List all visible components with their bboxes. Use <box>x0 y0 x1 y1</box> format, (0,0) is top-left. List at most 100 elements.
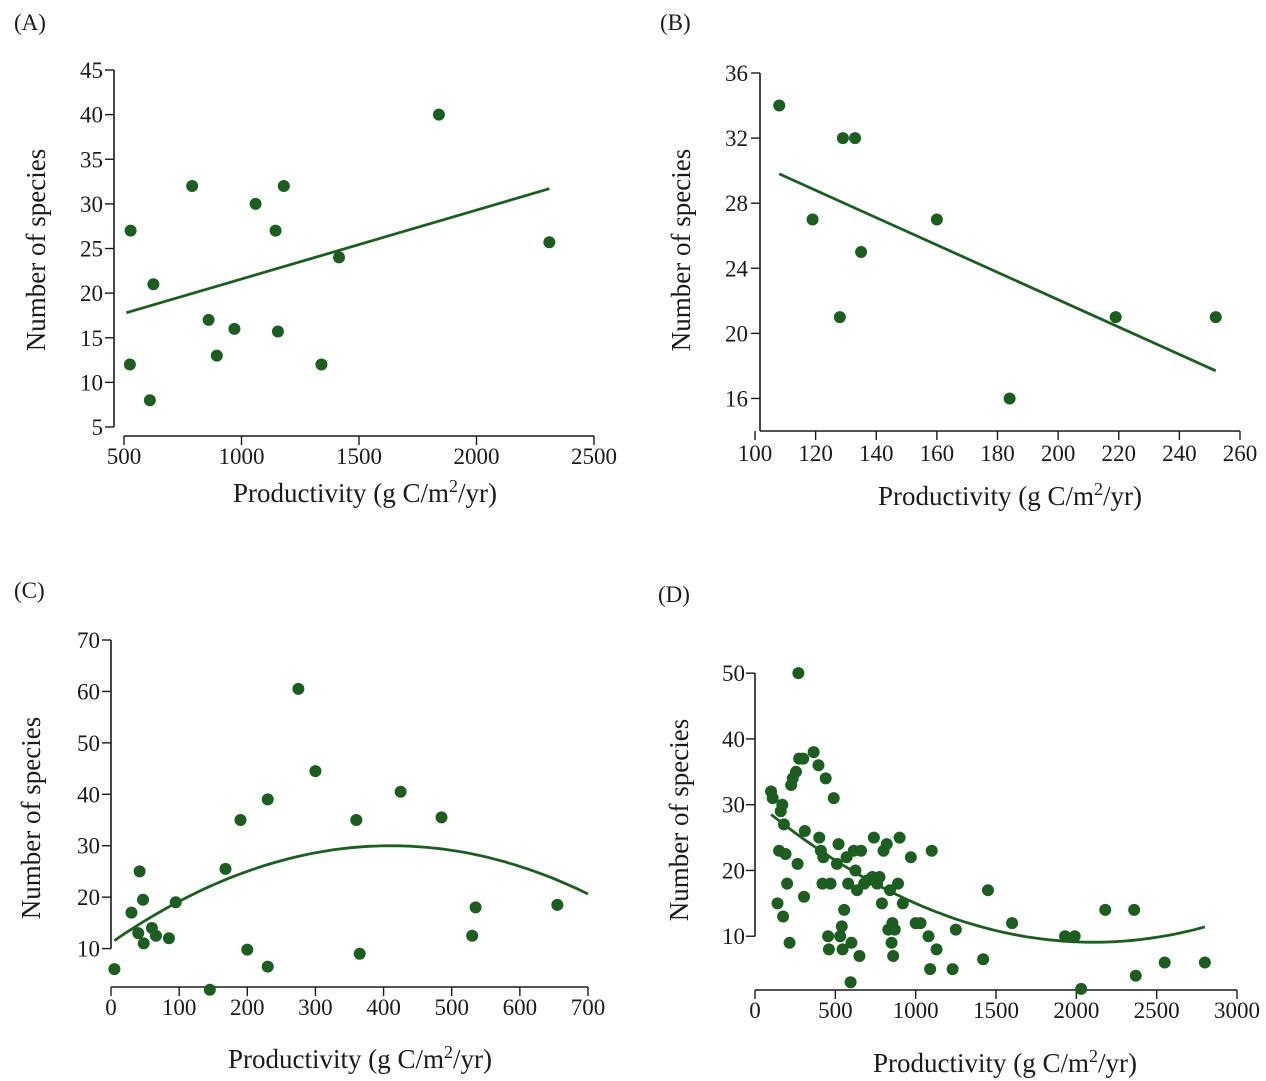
data-point <box>885 936 898 949</box>
y-tick-label: 10 <box>722 924 745 949</box>
data-point <box>855 246 868 258</box>
data-point <box>798 825 811 837</box>
data-point <box>309 765 322 778</box>
y-tick-label: 70 <box>77 628 100 653</box>
data-point <box>123 358 136 371</box>
data-point <box>904 851 917 864</box>
data-point <box>791 857 804 870</box>
data-point <box>888 923 901 936</box>
data-point <box>210 349 223 362</box>
data-point <box>776 798 789 811</box>
y-axis-label: Number of species <box>21 149 51 351</box>
y-tick-label: 15 <box>80 326 103 351</box>
x-tick-label: 500 <box>107 444 142 469</box>
y-tick-label: 30 <box>80 192 103 217</box>
panel-c: (C) 0 100 200 300 400 500 600 700 10 20 30 40 50 60 70 P… <box>14 578 605 1074</box>
x-tick-label: 260 <box>1223 441 1258 466</box>
x-tick-label: 2000 <box>454 444 500 469</box>
x-tick-label: 1000 <box>893 998 939 1023</box>
x-tick-label: 1500 <box>336 444 382 469</box>
fit-line <box>770 813 1206 944</box>
y-tick-label: 20 <box>77 885 100 910</box>
x-tick-label: 120 <box>798 441 833 466</box>
data-point <box>1109 311 1122 324</box>
data-point <box>551 898 564 911</box>
data-point <box>922 930 935 943</box>
y-tick-label: 40 <box>722 727 745 752</box>
data-point <box>169 896 182 909</box>
data-point <box>925 844 938 857</box>
data-point <box>779 848 792 861</box>
x-axis-label: Productivity (g C/m2/yr) <box>878 479 1142 511</box>
data-point <box>830 857 843 870</box>
y-tick-label: 36 <box>725 61 748 86</box>
x-tick-label: 400 <box>366 995 401 1020</box>
data-point <box>817 851 830 864</box>
x-tick-label: 3000 <box>1214 998 1260 1023</box>
data-point <box>1006 917 1019 930</box>
data-point <box>466 929 479 942</box>
x-tick-label: 700 <box>571 995 606 1020</box>
data-point <box>1068 930 1081 943</box>
x-tick-label: 200 <box>1041 441 1076 466</box>
y-tick-label: 16 <box>725 386 748 411</box>
data-point <box>887 949 900 962</box>
data-point <box>147 278 160 291</box>
x-tick-label: 100 <box>162 995 197 1020</box>
panel-d: (D) 0 500 1000 1500 2000 2500 3000 10 20 30 40 50 Pro… <box>658 582 1260 1078</box>
data-point <box>930 943 943 956</box>
data-point <box>333 251 346 264</box>
data-point <box>781 877 794 890</box>
data-point <box>783 936 796 949</box>
data-point <box>853 949 866 962</box>
data-point <box>822 943 835 956</box>
y-axis-label: Number of species <box>16 717 46 919</box>
data-point <box>219 862 232 875</box>
data-point <box>777 910 790 923</box>
data-point <box>797 752 810 765</box>
y-tick-label: 24 <box>725 256 749 281</box>
y-tick-label: 45 <box>80 58 103 83</box>
data-point <box>203 983 216 996</box>
data-point <box>822 930 835 943</box>
fit-line <box>113 844 589 942</box>
data-point <box>896 897 909 910</box>
data-point <box>1003 392 1016 405</box>
data-point <box>946 963 959 976</box>
x-tick-label: 300 <box>298 995 333 1020</box>
data-point <box>543 236 556 249</box>
data-point <box>930 213 943 226</box>
data-point <box>832 838 845 851</box>
data-point <box>261 793 274 806</box>
data-point <box>435 811 448 824</box>
x-tick-label: 500 <box>434 995 469 1020</box>
x-tick-label: 600 <box>503 995 538 1020</box>
y-tick-label: 60 <box>77 679 100 704</box>
data-point <box>1158 956 1171 969</box>
x-tick-label: 2500 <box>1134 998 1180 1023</box>
x-tick-label: 100 <box>738 441 773 466</box>
x-tick-label: 220 <box>1102 441 1137 466</box>
data-point <box>350 814 363 826</box>
data-point <box>812 759 825 772</box>
data-point <box>469 901 482 914</box>
data-point <box>893 831 906 844</box>
data-point <box>981 884 994 897</box>
data-point <box>124 224 137 237</box>
y-tick-label: 10 <box>80 370 103 395</box>
data-point <box>819 772 832 785</box>
panel-label: (A) <box>14 10 46 35</box>
x-tick-label: 1000 <box>219 444 265 469</box>
data-point <box>228 322 241 335</box>
data-point <box>202 313 215 326</box>
data-point <box>834 930 847 943</box>
data-point <box>1075 982 1088 995</box>
data-point <box>149 929 162 942</box>
data-point <box>789 765 802 778</box>
x-axis-label: Productivity (g C/m2/yr) <box>233 476 497 508</box>
data-point <box>394 785 407 798</box>
panel-label: (D) <box>658 582 690 607</box>
y-tick-label: 5 <box>92 415 104 440</box>
data-point <box>234 814 247 826</box>
data-point <box>855 844 868 857</box>
